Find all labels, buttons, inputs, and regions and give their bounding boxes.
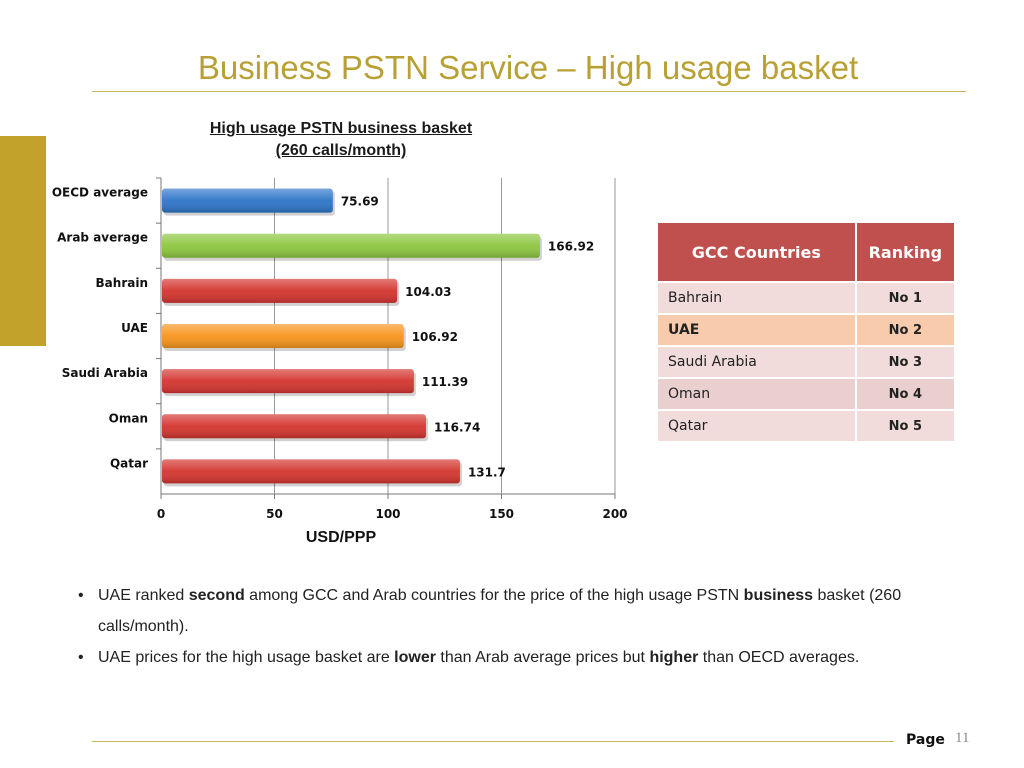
bullet-text: basket (260 calls/month). — [98, 587, 902, 635]
country-cell: Bahrain — [656, 281, 857, 315]
bar-gloss — [162, 233, 540, 258]
category-label: Bahrain — [96, 276, 148, 290]
bar-chart: 0 50 100 150 200 OECD average 75.69 Arab averag… — [52, 177, 628, 546]
table-row: Qatar No 5 — [656, 409, 957, 443]
table-row: Saudi Arabia No 3 — [656, 345, 957, 379]
bullet-text-bold: business — [743, 587, 814, 604]
rank-cell: No 1 — [854, 281, 957, 315]
bullet-text-bold: lower — [394, 649, 436, 666]
page-number: 11 — [955, 730, 970, 746]
bullet-list: • UAE ranked second among GCC and Arab c… — [78, 580, 978, 673]
x-tick-label: 200 — [602, 507, 627, 521]
bullet-item: • UAE ranked second among GCC and Arab c… — [78, 580, 978, 642]
bar-gloss — [162, 324, 404, 348]
category-label: Arab average — [57, 231, 148, 245]
category-label: Qatar — [110, 456, 148, 470]
data-label: 75.69 — [341, 195, 379, 209]
table-header-row: GCC Countries Ranking — [656, 221, 957, 283]
bar-gloss — [162, 188, 333, 213]
country-cell: UAE — [656, 313, 857, 347]
category-label: Saudi Arabia — [62, 366, 148, 380]
country-cell: Oman — [656, 377, 857, 411]
bullet-dot: • — [78, 587, 84, 604]
bullet-item: • UAE prices for the high usage basket a… — [78, 642, 978, 673]
data-label: 131.7 — [468, 465, 506, 479]
category-label: Oman — [109, 411, 148, 425]
x-tick-label: 50 — [266, 507, 283, 521]
bullet-text: than OECD averages. — [698, 649, 860, 666]
chart-subtitle: (260 calls/month) — [275, 142, 407, 159]
bullet-text-bold: higher — [649, 649, 699, 666]
bullet-text: than Arab average prices but — [435, 649, 650, 666]
chart-title-block: High usage PSTN business basket (260 cal… — [182, 118, 500, 162]
bar-gloss — [162, 459, 460, 484]
country-cell: Qatar — [656, 409, 857, 443]
accent-side-bar — [0, 136, 46, 346]
header-ranking: Ranking — [854, 221, 957, 283]
bullet-text: UAE ranked — [98, 587, 189, 604]
category-label: OECD average — [52, 186, 148, 200]
bullet-text: UAE prices for the high usage basket are — [98, 649, 395, 666]
bar-gloss — [162, 414, 426, 439]
bar-gloss — [162, 369, 414, 394]
axes — [156, 177, 616, 499]
table-row: Oman No 4 — [656, 377, 957, 411]
table-row-highlighted: UAE No 2 — [656, 313, 957, 347]
country-cell: Saudi Arabia — [656, 345, 857, 379]
bullet-text-bold: second — [188, 587, 245, 604]
rank-cell: No 5 — [854, 409, 957, 443]
data-label: 111.39 — [422, 375, 468, 389]
slide-title: Business PSTN Service – High usage baske… — [197, 49, 859, 86]
page-label: Page — [906, 732, 945, 748]
title-divider — [92, 91, 966, 92]
x-axis-label: USD/PPP — [306, 529, 377, 546]
rank-cell: No 3 — [854, 345, 957, 379]
data-label: 104.03 — [405, 285, 451, 299]
category-label: UAE — [121, 321, 148, 335]
data-label: 166.92 — [548, 240, 594, 254]
x-tick-label: 100 — [375, 507, 400, 521]
data-label: 116.74 — [434, 420, 480, 434]
header-gcc-countries: GCC Countries — [656, 221, 857, 283]
bullet-text: among GCC and Arab countries for the pri… — [244, 587, 744, 604]
rank-cell: No 4 — [854, 377, 957, 411]
bullet-dot: • — [78, 649, 84, 666]
x-tick-label: 0 — [157, 507, 165, 521]
bar-gloss — [162, 278, 398, 303]
rank-cell: No 2 — [854, 313, 957, 347]
table-row: Bahrain No 1 — [656, 281, 957, 315]
data-label: 106.92 — [412, 330, 458, 344]
footer-divider — [92, 741, 894, 742]
bars — [162, 188, 542, 487]
chart-title: High usage PSTN business basket — [209, 120, 473, 137]
labels: 0 50 100 150 200 OECD average 75.69 Arab averag… — [52, 186, 628, 521]
x-tick-label: 150 — [489, 507, 514, 521]
gcc-ranking-table: GCC Countries Ranking Bahrain No 1 UAE N… — [656, 221, 957, 443]
